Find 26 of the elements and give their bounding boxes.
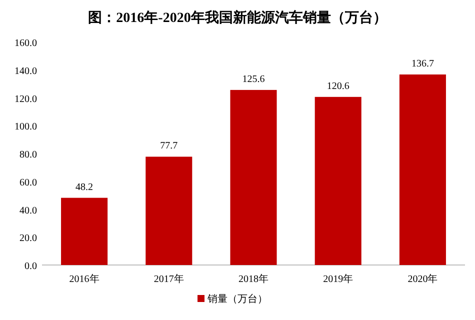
- y-tick-label: 0.0: [24, 261, 37, 272]
- bar: [399, 74, 446, 265]
- y-tick-label: 100.0: [14, 122, 37, 133]
- x-tick-label: 2019年: [323, 273, 354, 285]
- y-tick-label: 160.0: [14, 38, 37, 49]
- x-tick-label: 2020年: [408, 273, 438, 285]
- data-label: 48.2: [76, 182, 94, 193]
- data-label: 125.6: [242, 74, 265, 85]
- bar: [146, 156, 192, 265]
- y-tick-label: 120.0: [14, 94, 37, 105]
- bar: [230, 90, 277, 265]
- data-label: 136.7: [411, 58, 434, 70]
- y-tick-label: 140.0: [14, 66, 37, 77]
- y-tick-label: 20.0: [20, 233, 37, 244]
- bar: [61, 198, 108, 265]
- chart-title: 图：2016年-2020年我国新能源汽车销量（万台）: [88, 9, 387, 26]
- bar: [314, 96, 362, 265]
- x-tick-label: 2017年: [154, 273, 184, 285]
- y-tick-label: 40.0: [20, 205, 37, 216]
- data-label: 77.7: [160, 140, 178, 152]
- y-tick-label: 80.0: [20, 150, 37, 160]
- data-label: 120.6: [326, 80, 350, 92]
- legend-label: 销量（万台）: [206, 293, 268, 305]
- x-tick-label: 2018年: [238, 273, 268, 285]
- y-tick-label: 60.0: [20, 177, 37, 188]
- x-tick-label: 2016年: [69, 273, 100, 285]
